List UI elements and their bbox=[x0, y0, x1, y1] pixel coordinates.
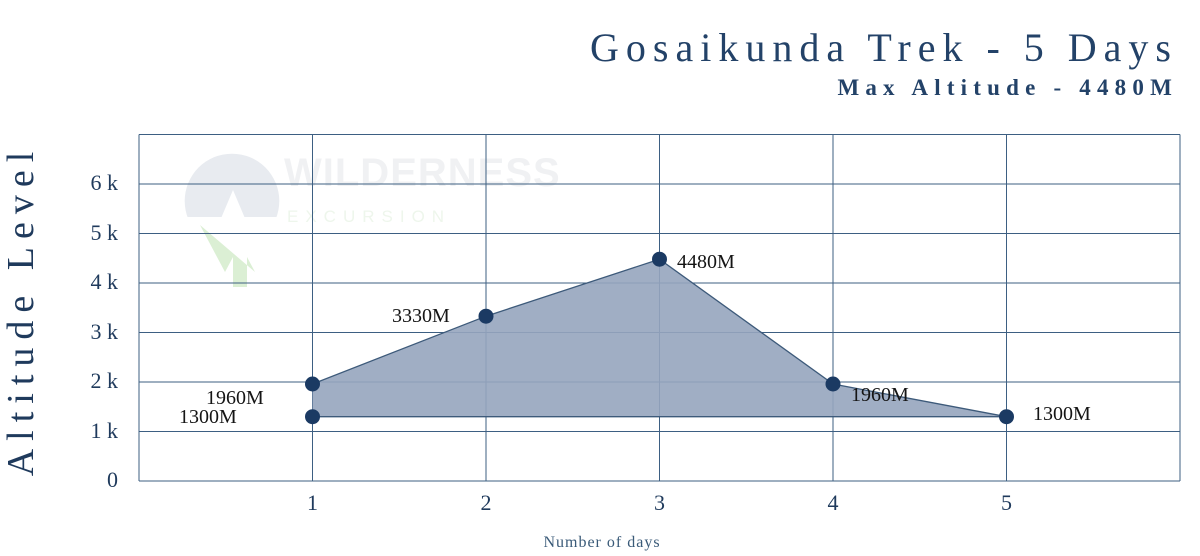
svg-text:4 k: 4 k bbox=[91, 269, 119, 294]
svg-text:1300M: 1300M bbox=[179, 406, 237, 428]
svg-text:Altitude Level: Altitude Level bbox=[0, 144, 42, 477]
svg-text:5 k: 5 k bbox=[91, 220, 119, 245]
svg-text:3330M: 3330M bbox=[392, 305, 450, 327]
svg-text:3: 3 bbox=[654, 490, 665, 515]
svg-text:WILDERNESS: WILDERNESS bbox=[284, 151, 561, 195]
svg-text:2 k: 2 k bbox=[91, 368, 119, 393]
svg-text:0: 0 bbox=[107, 467, 118, 492]
svg-text:4480M: 4480M bbox=[677, 251, 735, 273]
svg-text:1: 1 bbox=[307, 490, 318, 515]
svg-text:1300M: 1300M bbox=[1033, 403, 1091, 425]
svg-text:4: 4 bbox=[828, 490, 839, 515]
svg-text:5: 5 bbox=[1001, 490, 1012, 515]
svg-text:Number of days: Number of days bbox=[543, 534, 660, 551]
svg-text:6 k: 6 k bbox=[91, 170, 119, 195]
svg-text:1960M: 1960M bbox=[851, 384, 909, 406]
svg-text:EXCURSION: EXCURSION bbox=[287, 207, 451, 226]
svg-text:2: 2 bbox=[481, 490, 492, 515]
svg-text:1 k: 1 k bbox=[91, 418, 119, 443]
svg-text:Max Altitude - 4480M: Max Altitude - 4480M bbox=[837, 75, 1178, 100]
svg-text:3 k: 3 k bbox=[91, 319, 119, 344]
svg-text:Gosaikunda Trek - 5 Days: Gosaikunda Trek - 5 Days bbox=[590, 25, 1178, 70]
